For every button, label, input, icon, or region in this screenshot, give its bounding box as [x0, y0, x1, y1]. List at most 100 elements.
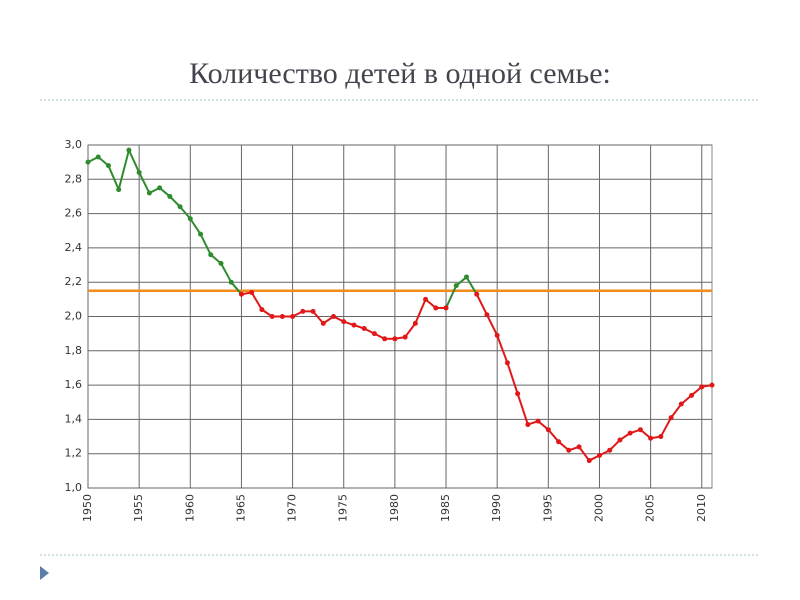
data-point [627, 430, 633, 436]
data-point [484, 312, 490, 318]
data-point [556, 439, 562, 445]
line-segment [465, 276, 478, 295]
x-tick-label: 2010 [695, 494, 708, 522]
x-tick-label: 1965 [234, 494, 247, 522]
data-point [463, 274, 469, 280]
x-tick-label: 1985 [439, 494, 452, 522]
data-point [238, 291, 244, 297]
line-segment [516, 393, 529, 425]
line-segment [117, 149, 130, 190]
line-segment [486, 314, 499, 336]
data-point [228, 279, 234, 285]
x-tick-label: 1970 [286, 494, 299, 522]
data-point [678, 401, 684, 407]
y-tick-label: 2,0 [65, 310, 83, 323]
y-tick-label: 3,0 [65, 138, 83, 151]
x-tick-label: 1955 [132, 494, 145, 522]
line-segment [547, 429, 560, 443]
data-point [617, 437, 623, 443]
data-point [402, 334, 408, 340]
data-point [699, 384, 705, 390]
data-point [320, 320, 326, 326]
data-point [412, 320, 418, 326]
data-point [249, 289, 255, 295]
data-point [351, 322, 357, 328]
data-point [208, 252, 214, 258]
data-point [637, 427, 643, 433]
data-point [648, 435, 654, 441]
data-point [331, 314, 337, 319]
data-point [198, 231, 204, 237]
line-segment [220, 262, 233, 283]
line-segment [414, 298, 427, 324]
data-point [300, 308, 306, 314]
data-point [668, 415, 674, 421]
data-point [596, 452, 602, 458]
y-tick-label: 1,8 [65, 344, 83, 357]
data-point [371, 331, 377, 337]
data-point [443, 305, 449, 311]
y-tick-label: 1,2 [65, 447, 83, 460]
data-point [504, 360, 510, 366]
data-point [85, 159, 91, 165]
line-segment [659, 417, 672, 438]
data-point [515, 391, 521, 397]
x-tick-label: 1950 [81, 494, 94, 522]
data-point [116, 187, 122, 193]
data-point [177, 204, 183, 210]
data-point [269, 314, 275, 319]
data-point [167, 193, 173, 199]
data-point [310, 308, 316, 314]
data-point [382, 336, 388, 342]
data-point [290, 314, 296, 319]
data-point [392, 336, 398, 342]
line-segment [670, 403, 683, 419]
line-segment [496, 335, 509, 364]
line-segment [250, 291, 263, 311]
data-point [126, 147, 132, 153]
data-point [95, 154, 101, 160]
data-point [545, 427, 551, 433]
y-tick-label: 1,0 [65, 481, 83, 494]
data-point [535, 418, 541, 424]
y-tick-label: 2,4 [65, 241, 83, 254]
y-tick-label: 1,6 [65, 378, 83, 391]
data-point [361, 326, 367, 332]
data-point [689, 392, 695, 398]
y-tick-label: 2,8 [65, 172, 83, 185]
data-point [576, 444, 582, 450]
line-segment [128, 149, 141, 173]
x-tick-label: 1990 [490, 494, 503, 522]
data-point [566, 447, 572, 453]
slide-title: Количество детей в одной семье: [189, 57, 611, 90]
data-point [136, 169, 142, 175]
data-point [187, 216, 193, 222]
x-tick-label: 1980 [388, 494, 401, 522]
data-point [607, 447, 613, 453]
line-segment [445, 285, 458, 309]
data-point [157, 185, 163, 191]
line-segment [475, 293, 488, 316]
data-point [525, 422, 531, 428]
x-tick-label: 1960 [183, 494, 196, 522]
x-tick-label: 2000 [592, 494, 605, 522]
line-segment [230, 281, 243, 295]
data-point [709, 382, 715, 388]
y-tick-label: 2,6 [65, 207, 83, 220]
data-point [658, 434, 664, 440]
line-segment [179, 206, 192, 220]
data-point [586, 458, 592, 464]
data-point [423, 296, 429, 302]
y-tick-label: 1,4 [65, 412, 83, 425]
data-point [218, 260, 224, 266]
data-point [279, 314, 285, 319]
chart: 1,0 1,2 1,4 1,6 1,8 2,0 2,2 2,4 2,6 2,8 3,0 1950 195… [65, 138, 715, 522]
line-segment [404, 322, 417, 338]
data-point [259, 307, 265, 313]
data-point [474, 291, 480, 297]
data-point [494, 332, 500, 338]
x-tick-label: 1995 [541, 494, 554, 522]
data-point [453, 283, 459, 289]
